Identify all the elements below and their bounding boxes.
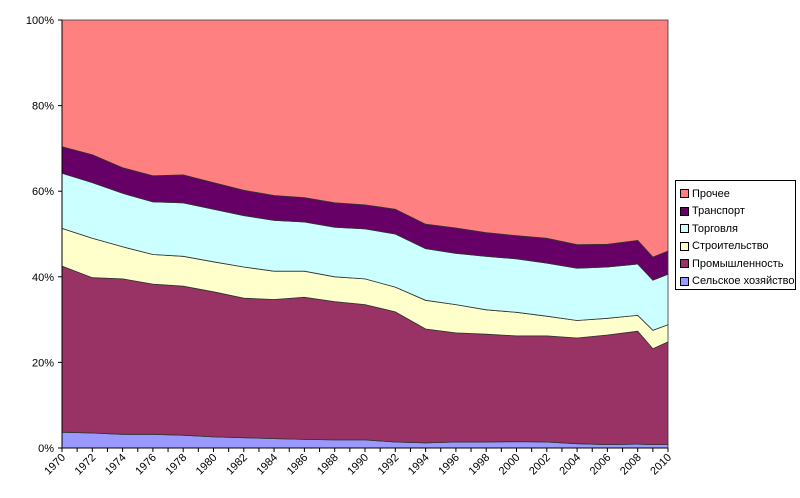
x-tick-label: 1990: [345, 452, 371, 478]
legend-item: Прочее: [680, 185, 795, 203]
legend: Прочее Транспорт Торговля Строительство Пром…: [675, 180, 796, 290]
x-tick-label: 1984: [254, 452, 280, 478]
y-tick-label: 60%: [32, 186, 54, 198]
x-tick-label: 2006: [588, 452, 614, 478]
x-tick-label: 1980: [194, 452, 220, 478]
legend-label: Прочее: [692, 187, 730, 200]
x-tick-label: 1972: [73, 452, 99, 478]
x-tick-label: 1992: [376, 452, 402, 478]
legend-swatch: [680, 206, 689, 216]
legend-label: Промышленность: [692, 257, 784, 270]
x-tick-label: 1974: [103, 452, 129, 478]
legend-item: Сельское хозяйство: [680, 273, 795, 291]
legend-swatch: [680, 241, 689, 251]
legend-label: Торговля: [692, 222, 738, 235]
y-tick-label: 80%: [32, 101, 54, 113]
x-tick-label: 2000: [497, 452, 523, 478]
area-series-5: [61, 19, 669, 258]
legend-label: Строительство: [692, 240, 769, 253]
legend-item: Промышленность: [680, 255, 795, 273]
x-tick-label: 2010: [648, 452, 674, 478]
x-tick-label: 1970: [42, 452, 68, 478]
y-tick-label: 20%: [32, 357, 54, 369]
y-tick-label: 40%: [32, 272, 54, 284]
legend-label: Транспорт: [692, 205, 745, 218]
x-tick-label: 1996: [436, 452, 462, 478]
legend-label: Сельское хозяйство: [692, 275, 795, 288]
y-tick-label: 0%: [38, 443, 54, 455]
y-tick-label: 100%: [26, 15, 54, 27]
legend-swatch: [680, 259, 689, 269]
x-tick-label: 1994: [406, 452, 432, 478]
x-tick-label: 2004: [557, 452, 583, 478]
legend-item: Транспорт: [680, 203, 795, 221]
legend-swatch: [680, 224, 689, 234]
x-tick-label: 1976: [133, 452, 159, 478]
x-tick-label: 1982: [224, 452, 250, 478]
x-tick-label: 2002: [527, 452, 553, 478]
legend-swatch: [680, 276, 689, 286]
x-tick-label: 1988: [315, 452, 341, 478]
x-tick-label: 2008: [618, 452, 644, 478]
x-tick-label: 1978: [164, 452, 190, 478]
legend-item: Строительство: [680, 238, 795, 256]
legend-swatch: [680, 189, 689, 199]
x-tick-label: 1998: [467, 452, 493, 478]
legend-item: Торговля: [680, 220, 795, 238]
x-tick-label: 1986: [285, 452, 311, 478]
